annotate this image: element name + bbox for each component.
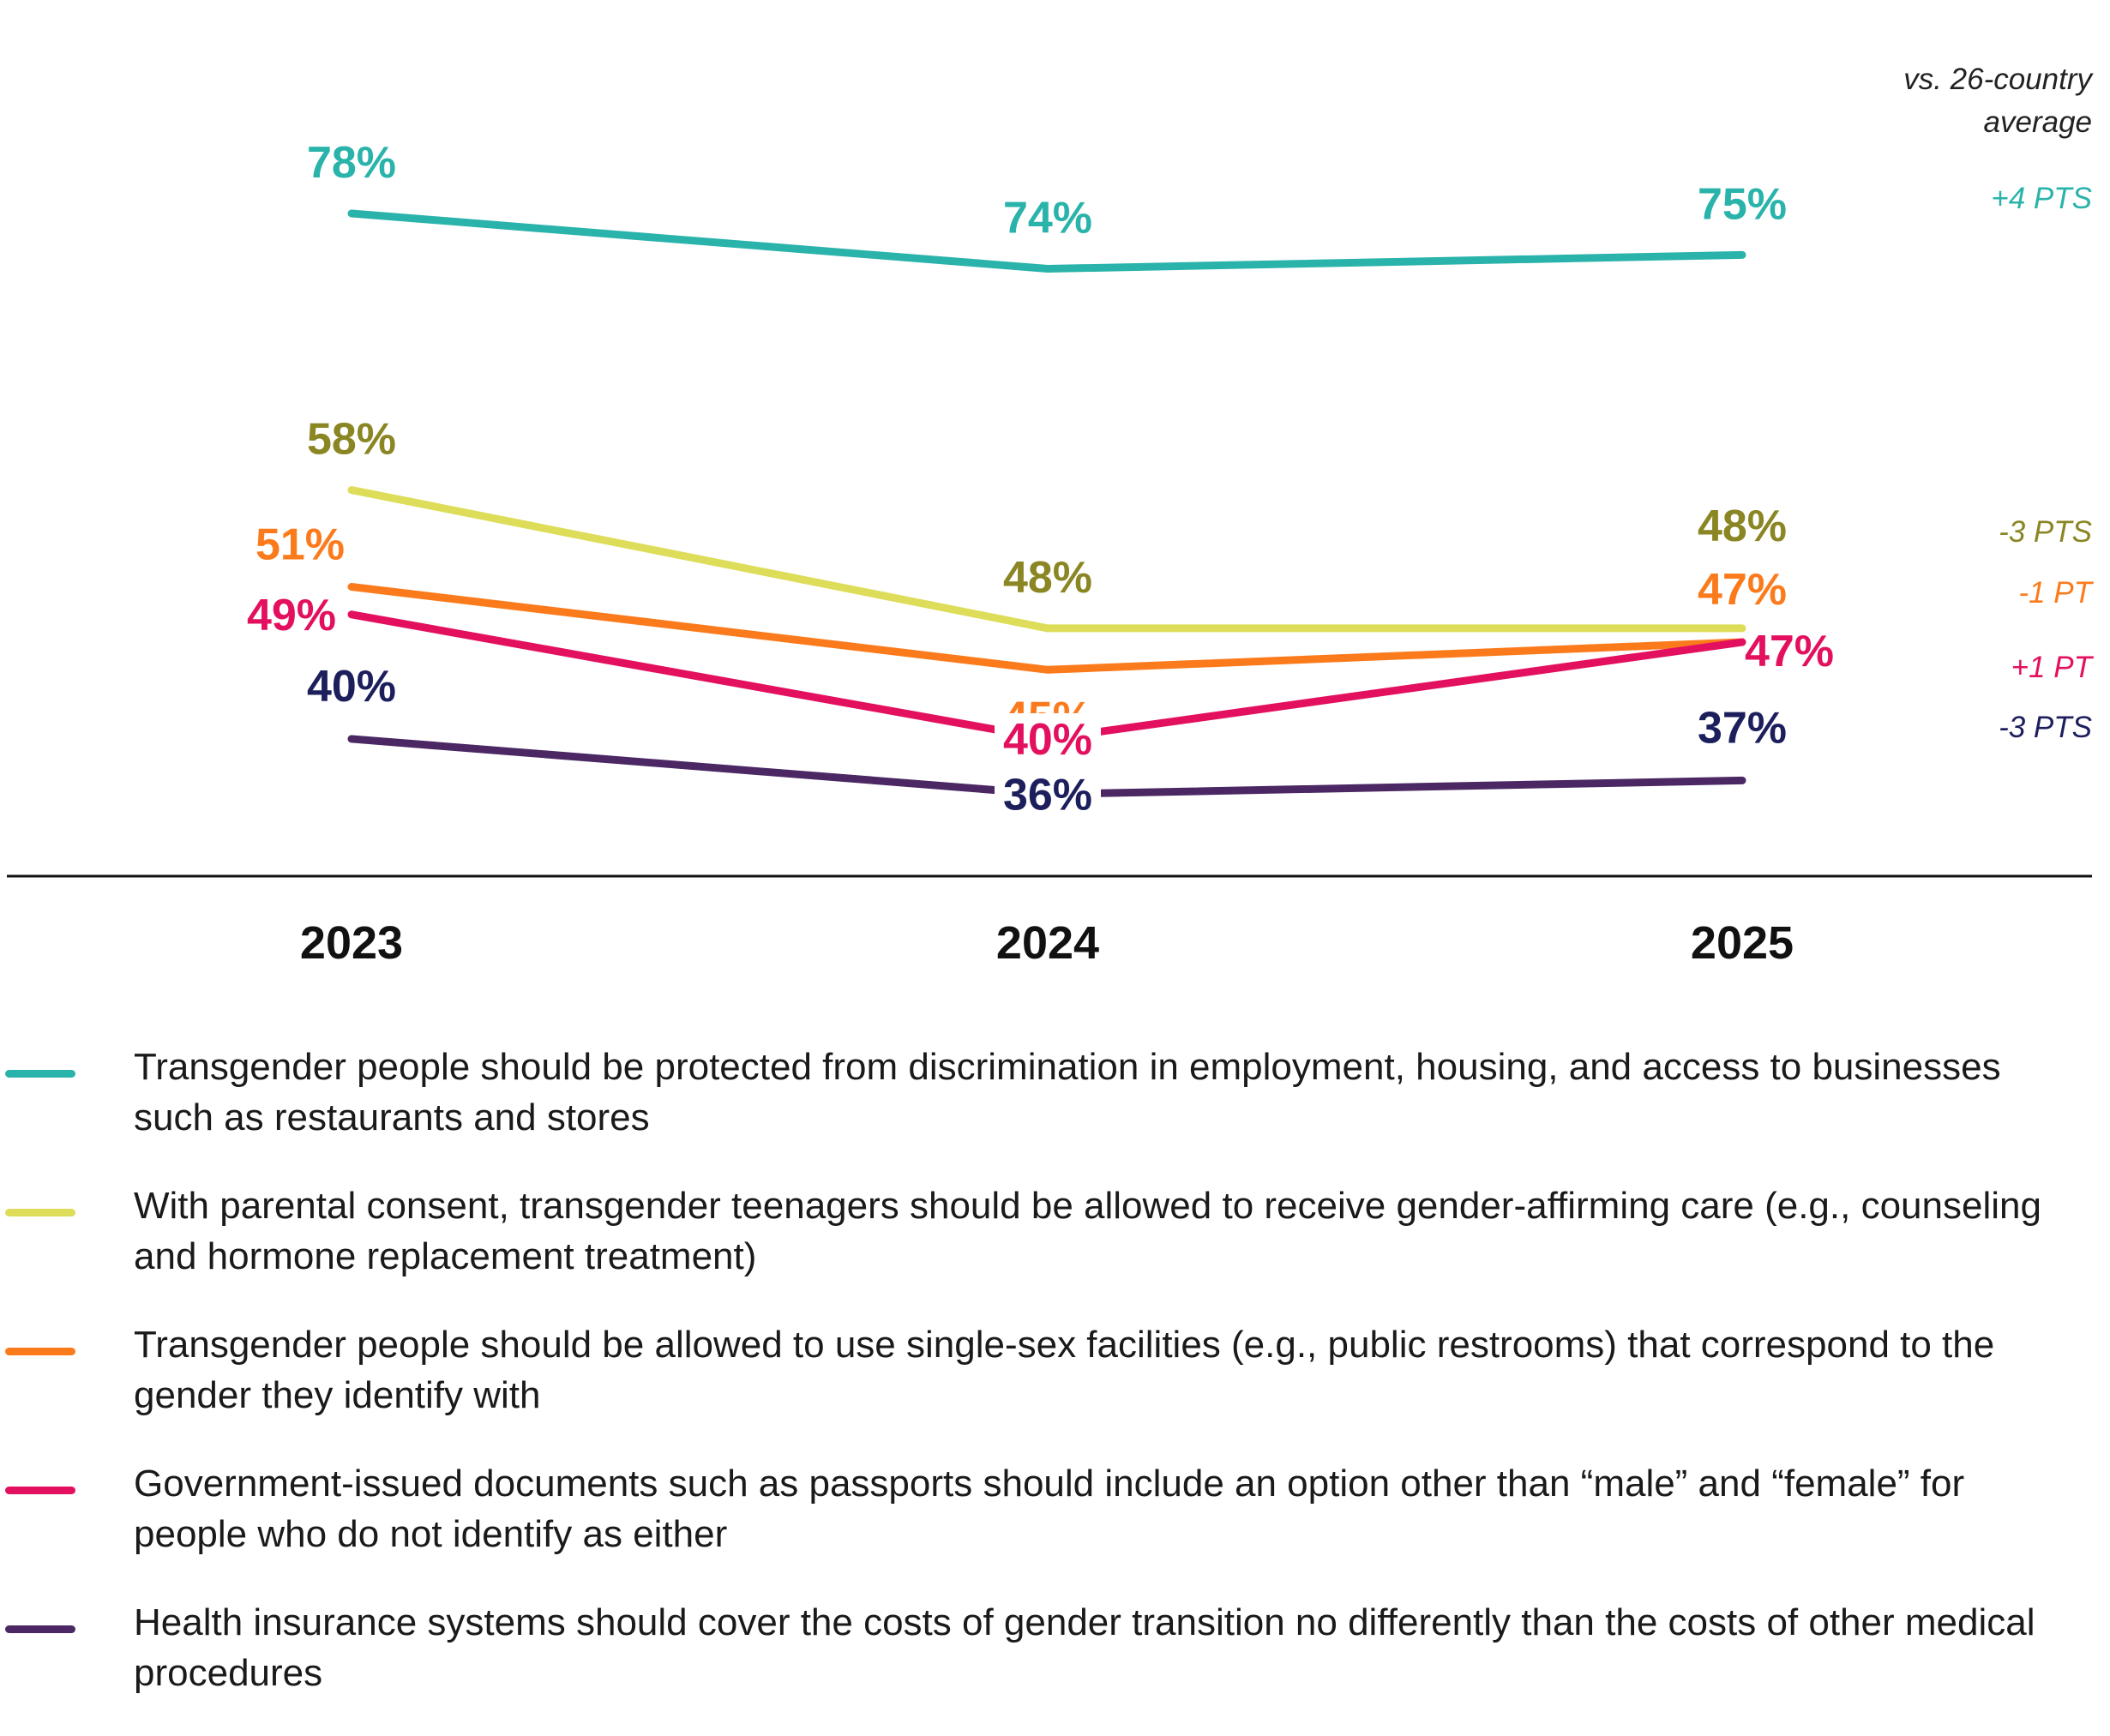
legend-label: Transgender people should be allowed to … [134, 1324, 1995, 1416]
series-line [347, 209, 1746, 273]
comparison-column: vs. 26-country average +4 PTS -3 PTS -1 PT… [1903, 63, 2094, 744]
legend-swatch [5, 1625, 75, 1633]
legend-item: With parental consent, transgender teena… [0, 1180, 2110, 1319]
data-labels: 78%74%75%58%48%48%51%45%47%49%40%47%40%3… [238, 138, 1834, 820]
data-label-background [995, 768, 1101, 817]
legend-swatch [5, 1348, 75, 1355]
legend-label: Government-issued documents such as pass… [134, 1463, 1965, 1555]
legend-swatch [5, 1209, 75, 1216]
legend-swatch [5, 1487, 75, 1494]
comparison-value: -3 PTS [1999, 515, 2092, 549]
data-label-background [995, 712, 1101, 761]
legend-item: Transgender people should be allowed to … [0, 1319, 2110, 1458]
comparison-value: +1 PT [2011, 651, 2095, 684]
data-label: 48% [1003, 553, 1092, 603]
data-label: 40% [1003, 715, 1092, 765]
legend: Transgender people should be protected f… [0, 1042, 2110, 1736]
data-label: 74% [1003, 194, 1092, 243]
series-line [347, 583, 1746, 674]
x-tick-label: 2025 [1691, 917, 1794, 969]
x-axis-tick-labels: 2023 2024 2025 [300, 917, 1794, 969]
data-label: 37% [1698, 703, 1787, 753]
series-line [347, 486, 1746, 633]
legend-item: Government-issued documents such as pass… [0, 1458, 2110, 1597]
data-label: 47% [1745, 627, 1834, 676]
data-label: 75% [1698, 179, 1787, 229]
x-tick-label: 2024 [996, 917, 1099, 969]
data-label-background [238, 588, 345, 637]
data-label: 40% [307, 662, 396, 712]
data-label: 78% [307, 138, 396, 188]
data-label: 58% [307, 415, 396, 465]
legend-item: Health insurance systems should cover th… [0, 1597, 2110, 1736]
comparison-header-line-2: average [1984, 105, 2092, 139]
comparison-value: -1 PT [2018, 576, 2094, 610]
legend-label: With parental consent, transgender teena… [134, 1185, 2041, 1277]
data-label: 51% [255, 520, 345, 570]
legend-item: Transgender people should be protected f… [0, 1042, 2110, 1180]
legend-label: Transgender people should be protected f… [134, 1046, 2001, 1138]
comparison-value: +4 PTS [1991, 182, 2092, 215]
data-label: 36% [1003, 770, 1092, 820]
legend-swatch [5, 1070, 75, 1078]
data-label: 47% [1698, 565, 1787, 615]
x-tick-label: 2023 [300, 917, 403, 969]
comparison-header-line-1: vs. 26-country [1903, 63, 2094, 96]
comparison-value: -3 PTS [1999, 711, 2092, 744]
data-label: 49% [247, 591, 336, 640]
legend-label: Health insurance systems should cover th… [134, 1601, 2035, 1694]
data-label: 48% [1698, 502, 1787, 551]
